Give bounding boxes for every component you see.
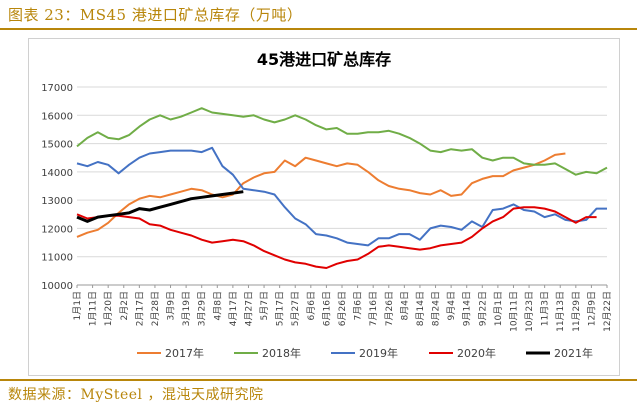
x-tick-label: 9月14日 (462, 291, 473, 326)
y-tick-label: 12000 (41, 224, 73, 235)
x-tick-label: 2月17日 (134, 291, 145, 326)
x-tick-label: 7月16日 (368, 291, 379, 326)
y-tick-label: 10000 (41, 281, 73, 292)
chart-container: 45港进口矿总库存 10000 11000 12000 13000 14000 15000… (28, 38, 620, 376)
series-line-2021 (76, 190, 244, 223)
series-line-2020 (76, 206, 597, 269)
x-tick-label: 3月19日 (181, 291, 192, 326)
y-tick-label: 14000 (41, 168, 73, 179)
x-tick-label: 6月6日 (306, 291, 317, 320)
x-tick-label: 9月22日 (477, 291, 488, 326)
x-tick-label: 3月29日 (197, 291, 208, 326)
x-tick-label: 12月9日 (586, 291, 597, 326)
x-tick-label: 1月1日 (72, 291, 83, 320)
legend-label-2021: 2021年 (554, 346, 593, 360)
x-tick-label: 7月26日 (384, 291, 395, 326)
top-rule (0, 28, 637, 30)
x-tick-label: 1月11日 (88, 291, 99, 326)
series-line-2018 (76, 107, 608, 176)
legend: 2017年 2018年 2019年 2020年 2021年 (137, 346, 593, 360)
line-chart: 45港进口矿总库存 10000 11000 12000 13000 14000 15000… (41, 50, 613, 360)
x-tick-label: 5月27日 (290, 291, 301, 326)
x-tick-label: 11月13日 (555, 291, 566, 332)
x-tick-label: 5月17日 (275, 291, 286, 326)
figure-label: 图表 23：MS45 港进口矿总库存（万吨） (8, 6, 303, 24)
x-tick-label: 11月3日 (540, 291, 551, 326)
x-tick-label: 8月24日 (431, 291, 442, 326)
y-tick-label: 15000 (41, 140, 73, 151)
x-tick-label: 4月27日 (243, 291, 254, 326)
x-tick-label: 2月2日 (119, 291, 130, 320)
legend-label-2019: 2019年 (359, 346, 398, 360)
legend-label-2018: 2018年 (262, 346, 301, 360)
x-tick-label: 10月1日 (493, 291, 504, 326)
x-tick-label: 1月20日 (103, 291, 114, 326)
series-line-2017 (76, 152, 566, 238)
legend-label-2020: 2020年 (457, 346, 496, 360)
x-tick-label: 4月17日 (228, 291, 239, 326)
x-tick-label: 8月14日 (415, 291, 426, 326)
x-tick-label: 7月6日 (353, 291, 364, 320)
x-tick-label: 8月4日 (399, 291, 410, 320)
x-tick-label: 3月9日 (166, 291, 177, 320)
y-axis: 10000 11000 12000 13000 14000 15000 16000 17000 (41, 83, 73, 292)
y-tick-label: 13000 (41, 196, 73, 207)
x-tick-label: 2月28日 (150, 291, 161, 326)
bottom-rule (0, 379, 637, 381)
y-tick-label: 11000 (41, 253, 73, 264)
chart-title: 45港进口矿总库存 (257, 50, 391, 69)
y-tick-label: 17000 (41, 83, 73, 94)
x-tick-label: 10月11日 (508, 291, 519, 332)
legend-label-2017: 2017年 (165, 346, 204, 360)
x-tick-label: 6月16日 (321, 291, 332, 326)
series-lines (76, 107, 608, 269)
x-tick-label: 10月23日 (524, 291, 535, 332)
source-note: 数据来源：MySteel ，混沌天成研究院 (8, 387, 264, 403)
x-tick-label: 11月29日 (571, 291, 582, 332)
y-tick-label: 16000 (41, 111, 73, 122)
x-tick-label: 4月8日 (212, 291, 223, 320)
x-tick-label: 12月22日 (602, 291, 613, 332)
x-axis: 1月1日 1月11日 1月20日 2月2日 2月17日 2月28日 3月9日 3月19日 3月2… (72, 285, 613, 332)
x-tick-label: 9月4日 (446, 291, 457, 320)
x-tick-label: 6月26日 (337, 291, 348, 326)
x-tick-label: 5月7日 (259, 291, 270, 320)
